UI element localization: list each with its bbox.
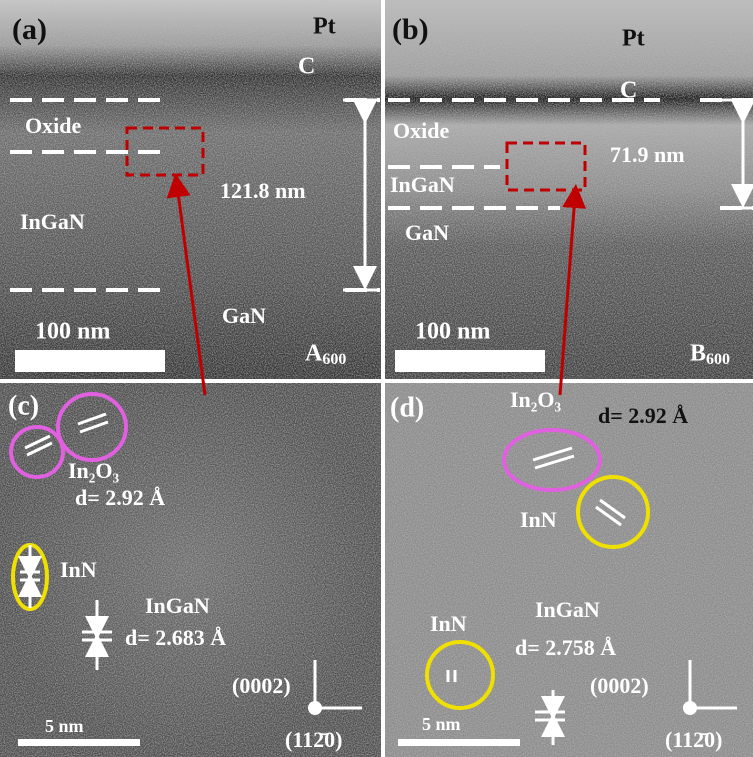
label: InGaN <box>145 593 210 618</box>
label: (d) <box>390 392 424 423</box>
label: Pt <box>313 14 336 40</box>
label: InGaN <box>535 597 600 622</box>
label: (b) <box>392 13 429 46</box>
label: In₂O₃ <box>68 458 120 483</box>
label: InN <box>520 507 557 532</box>
label: d= 2.758 Å <box>515 635 616 660</box>
label: (0002) <box>232 673 291 698</box>
label: C <box>298 54 315 80</box>
label: Oxide <box>393 118 449 143</box>
label: 5 nm <box>422 714 461 734</box>
sample-subscript: 600 <box>706 351 730 368</box>
label: InGaN <box>390 172 455 197</box>
label: C <box>620 78 637 104</box>
label: Pt <box>622 26 645 52</box>
label: InN <box>430 611 467 636</box>
label: 100 nm <box>415 319 490 345</box>
label: d= 2.683 Å <box>125 625 226 650</box>
label: d= 2.92 Å <box>598 403 688 428</box>
label: InN <box>60 557 97 582</box>
label: 71.9 nm <box>610 142 685 167</box>
label: InGaN <box>20 209 85 234</box>
label: (0002) <box>590 673 649 698</box>
label: (112̄0) <box>285 727 342 752</box>
panel-backgrounds <box>0 0 753 757</box>
figure: (a) Pt C Oxide InGaN GaN 121.8 nm 100 nm (b) Pt C O… <box>0 0 753 757</box>
label: In₂O₃ <box>510 387 562 412</box>
label: (c) <box>8 390 39 421</box>
label: 121.8 nm <box>220 178 306 203</box>
sample-subscript: 600 <box>322 351 346 368</box>
label: GaN <box>405 220 449 245</box>
label: GaN <box>222 303 266 328</box>
label: Oxide <box>25 113 81 138</box>
label: d= 2.92 Å <box>75 485 165 510</box>
label: (a) <box>12 13 47 46</box>
label: (112̄0) <box>665 727 722 752</box>
label: 5 nm <box>45 716 84 736</box>
label: 100 nm <box>35 319 110 345</box>
